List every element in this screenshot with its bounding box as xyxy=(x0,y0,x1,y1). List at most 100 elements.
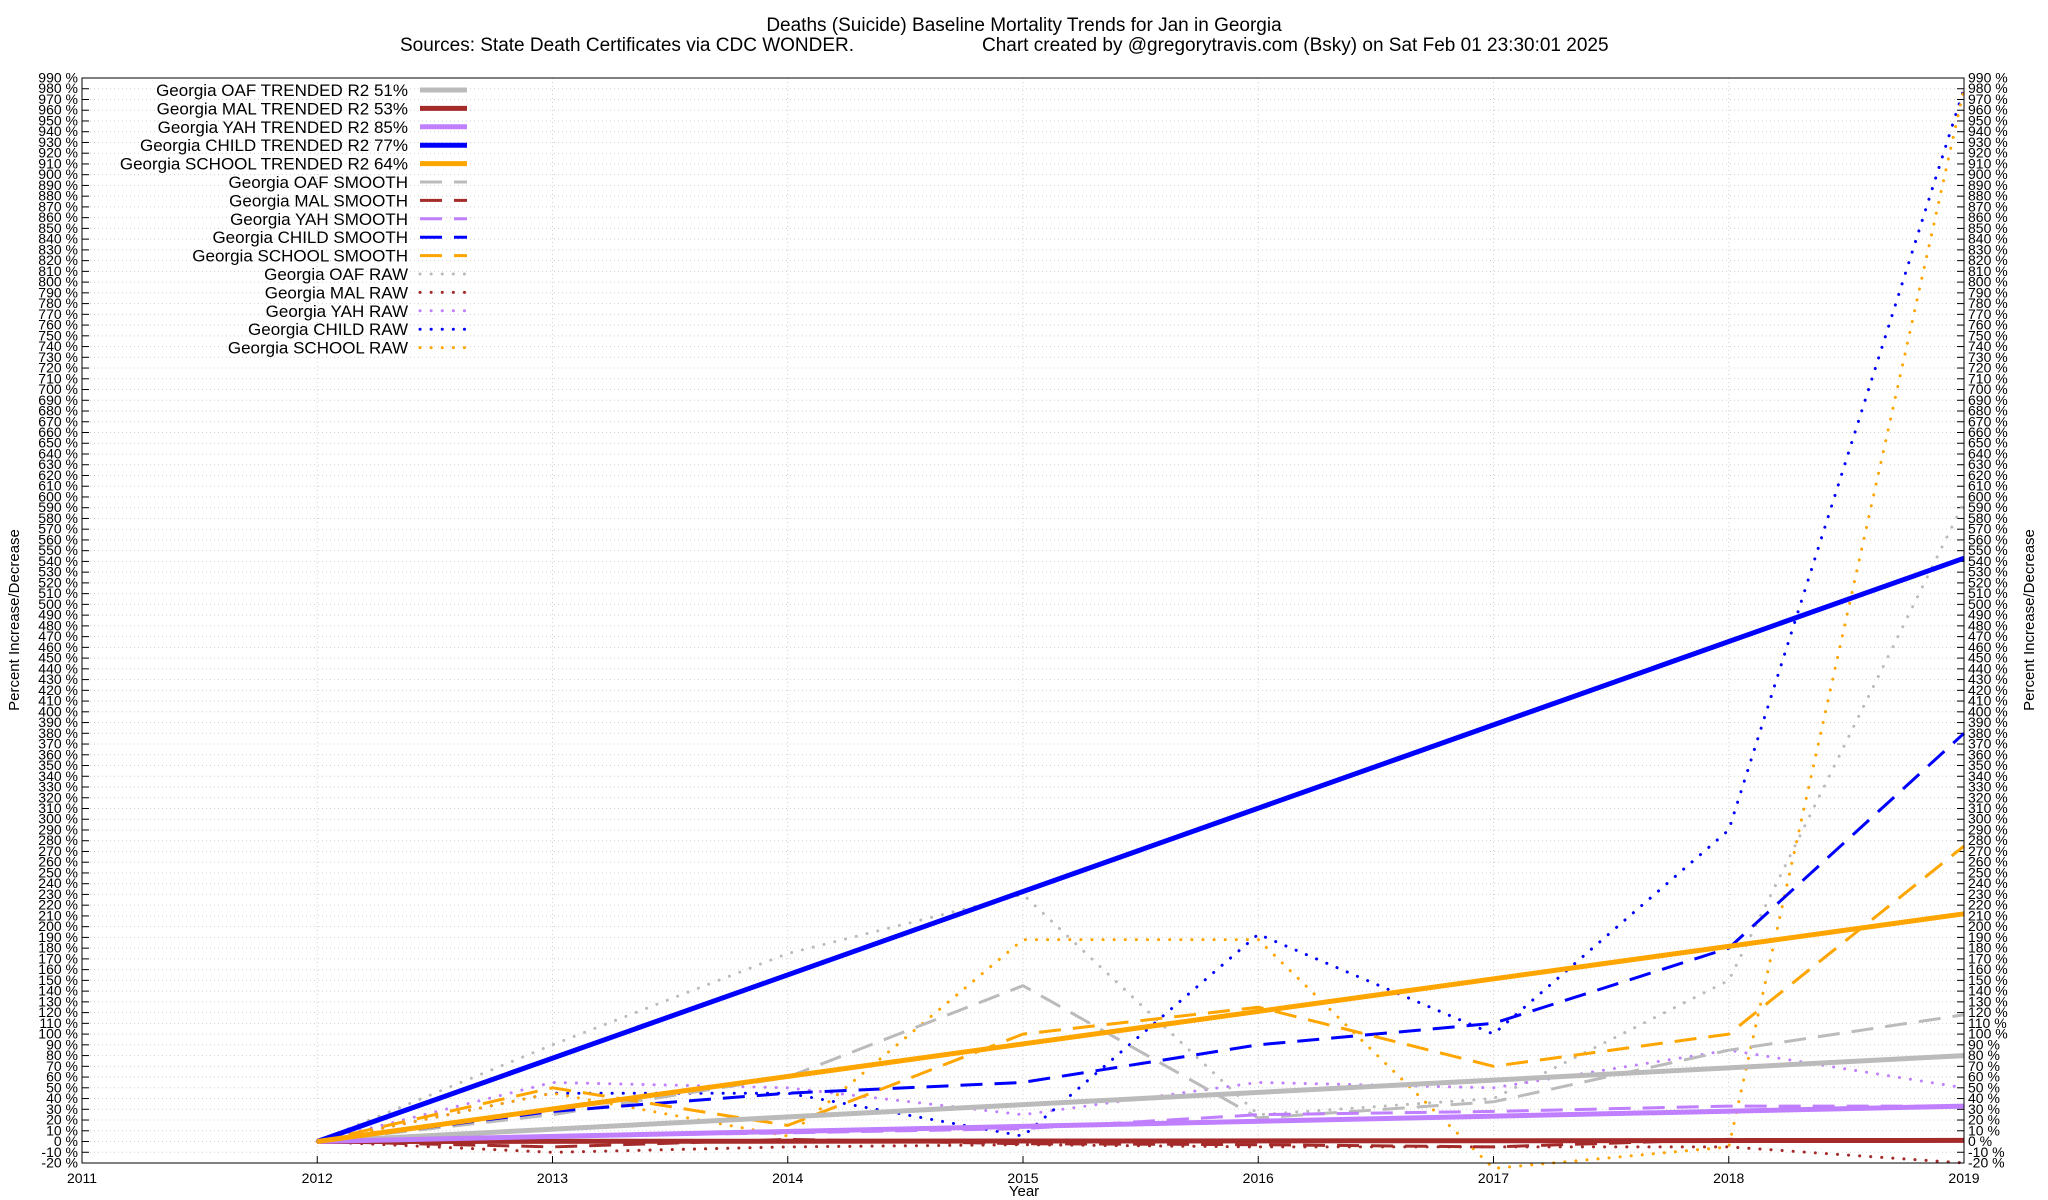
legend-label-5: Georgia OAF SMOOTH xyxy=(229,173,408,192)
y-tick-label: -20 % xyxy=(1968,1155,2005,1171)
y-tick-label: 330 % xyxy=(1968,779,2008,795)
legend-label-11: Georgia MAL RAW xyxy=(265,283,408,302)
y-tick-label: 680 % xyxy=(38,403,78,419)
y-tick-label: 430 % xyxy=(1968,671,2008,687)
y-tick-label: 920 % xyxy=(1968,145,2008,161)
legend-label-6: Georgia MAL SMOOTH xyxy=(229,191,408,210)
y-tick-label: 990 % xyxy=(38,70,78,86)
legend-label-0: Georgia OAF TRENDED R2 51% xyxy=(156,81,408,100)
y-tick-label: 290 % xyxy=(1968,821,2008,837)
x-tick-label: 2017 xyxy=(1478,1170,1509,1186)
y-tick-label: 250 % xyxy=(38,864,78,880)
series-line-8 xyxy=(317,732,1966,1143)
y-tick-label: 890 % xyxy=(1968,177,2008,193)
chart-subtitle-credit: Chart created by @gregorytravis.com (Bsk… xyxy=(982,35,1609,56)
y-tick-label: 50 % xyxy=(46,1079,78,1095)
y-tick-label: 60 % xyxy=(1968,1069,2000,1085)
y-tick-label: 590 % xyxy=(38,499,78,515)
y-tick-label: 770 % xyxy=(38,306,78,322)
y-tick-label: 120 % xyxy=(38,1004,78,1020)
y-tick-label: 690 % xyxy=(1968,392,2008,408)
y-tick-label: 720 % xyxy=(38,360,78,376)
y-tick-label: 330 % xyxy=(38,779,78,795)
chart-subtitle-source: Sources: State Death Certificates via CD… xyxy=(400,35,854,56)
y-tick-label: 570 % xyxy=(38,521,78,537)
y-tick-label: 200 % xyxy=(1968,918,2008,934)
y-tick-label: 270 % xyxy=(38,843,78,859)
y-tick-label: 280 % xyxy=(1968,832,2008,848)
y-tick-label: 420 % xyxy=(1968,682,2008,698)
y-tick-label: 370 % xyxy=(1968,736,2008,752)
y-tick-label: 230 % xyxy=(1968,886,2008,902)
y-tick-label: 800 % xyxy=(38,274,78,290)
y-tick-label: 240 % xyxy=(38,875,78,891)
x-tick-label: 2012 xyxy=(302,1170,333,1186)
y-tick-label: 780 % xyxy=(1968,295,2008,311)
series-line-2 xyxy=(317,1103,1965,1144)
y-tick-label: 520 % xyxy=(38,574,78,590)
y-tick-label: 340 % xyxy=(1968,768,2008,784)
y-tick-label: 260 % xyxy=(1968,854,2008,870)
y-tick-label: 710 % xyxy=(1968,370,2008,386)
y-tick-label: 850 % xyxy=(38,220,78,236)
y-tick-label: 680 % xyxy=(1968,403,2008,419)
y-tick-label: 400 % xyxy=(38,703,78,719)
y-tick-label: 630 % xyxy=(1968,456,2008,472)
y-tick-label: 670 % xyxy=(38,413,78,429)
y-tick-label: 410 % xyxy=(1968,693,2008,709)
y-tick-label: 450 % xyxy=(1968,650,2008,666)
y-tick-label: 830 % xyxy=(1968,241,2008,257)
y-axis-right: -20 %-10 %0 %10 %20 %30 %40 %50 %60 %70 … xyxy=(1957,70,2008,1171)
y-tick-label: 390 % xyxy=(38,714,78,730)
y-tick-label: 840 % xyxy=(38,231,78,247)
y-tick-label: 900 % xyxy=(1968,166,2008,182)
x-tick-label: 2013 xyxy=(537,1170,568,1186)
y-tick-label: 600 % xyxy=(38,488,78,504)
y-tick-label: 150 % xyxy=(1968,972,2008,988)
y-tick-label: 750 % xyxy=(38,327,78,343)
y-tick-label: 640 % xyxy=(38,445,78,461)
y-tick-label: 950 % xyxy=(1968,112,2008,128)
y-tick-label: 850 % xyxy=(1968,220,2008,236)
y-tick-label: 200 % xyxy=(38,918,78,934)
y-tick-label: 140 % xyxy=(38,983,78,999)
y-tick-label: 480 % xyxy=(1968,617,2008,633)
y-tick-label: 760 % xyxy=(1968,317,2008,333)
y-tick-label: 280 % xyxy=(38,832,78,848)
y-tick-label: 550 % xyxy=(38,542,78,558)
y-tick-label: 910 % xyxy=(1968,155,2008,171)
y-tick-label: 320 % xyxy=(1968,789,2008,805)
y-tick-label: 180 % xyxy=(1968,940,2008,956)
y-tick-label: 230 % xyxy=(38,886,78,902)
x-tick-label: 2015 xyxy=(1007,1170,1038,1186)
y-tick-label: 710 % xyxy=(38,370,78,386)
x-tick-label: 2018 xyxy=(1713,1170,1744,1186)
y-axis-label-right: Percent Increase/Decrease xyxy=(2021,529,2038,711)
y-tick-label: -20 % xyxy=(41,1155,78,1171)
y-tick-label: 510 % xyxy=(1968,585,2008,601)
y-tick-label: 0 % xyxy=(1968,1133,1992,1149)
y-tick-label: 30 % xyxy=(1968,1101,2000,1117)
legend-label-2: Georgia YAH TRENDED R2 85% xyxy=(158,118,408,137)
y-tick-label: 190 % xyxy=(1968,929,2008,945)
x-tick-label: 2019 xyxy=(1948,1170,1979,1186)
y-tick-label: 10 % xyxy=(46,1122,78,1138)
y-tick-label: 790 % xyxy=(38,284,78,300)
y-tick-label: 750 % xyxy=(1968,327,2008,343)
y-tick-label: 180 % xyxy=(38,940,78,956)
y-tick-label: 540 % xyxy=(1968,553,2008,569)
y-tick-label: 260 % xyxy=(38,854,78,870)
y-tick-label: 660 % xyxy=(38,424,78,440)
y-tick-label: 620 % xyxy=(38,467,78,483)
series-layer xyxy=(315,87,1966,1170)
y-tick-label: 530 % xyxy=(38,564,78,580)
y-tick-label: 120 % xyxy=(1968,1004,2008,1020)
y-tick-label: 830 % xyxy=(38,241,78,257)
y-tick-label: 100 % xyxy=(1968,1026,2008,1042)
y-tick-label: 350 % xyxy=(1968,757,2008,773)
y-tick-label: 420 % xyxy=(38,682,78,698)
y-tick-label: 600 % xyxy=(1968,488,2008,504)
y-tick-label: 740 % xyxy=(38,338,78,354)
y-tick-label: 290 % xyxy=(38,821,78,837)
chart-title: Deaths (Suicide) Baseline Mortality Tren… xyxy=(766,15,1282,36)
